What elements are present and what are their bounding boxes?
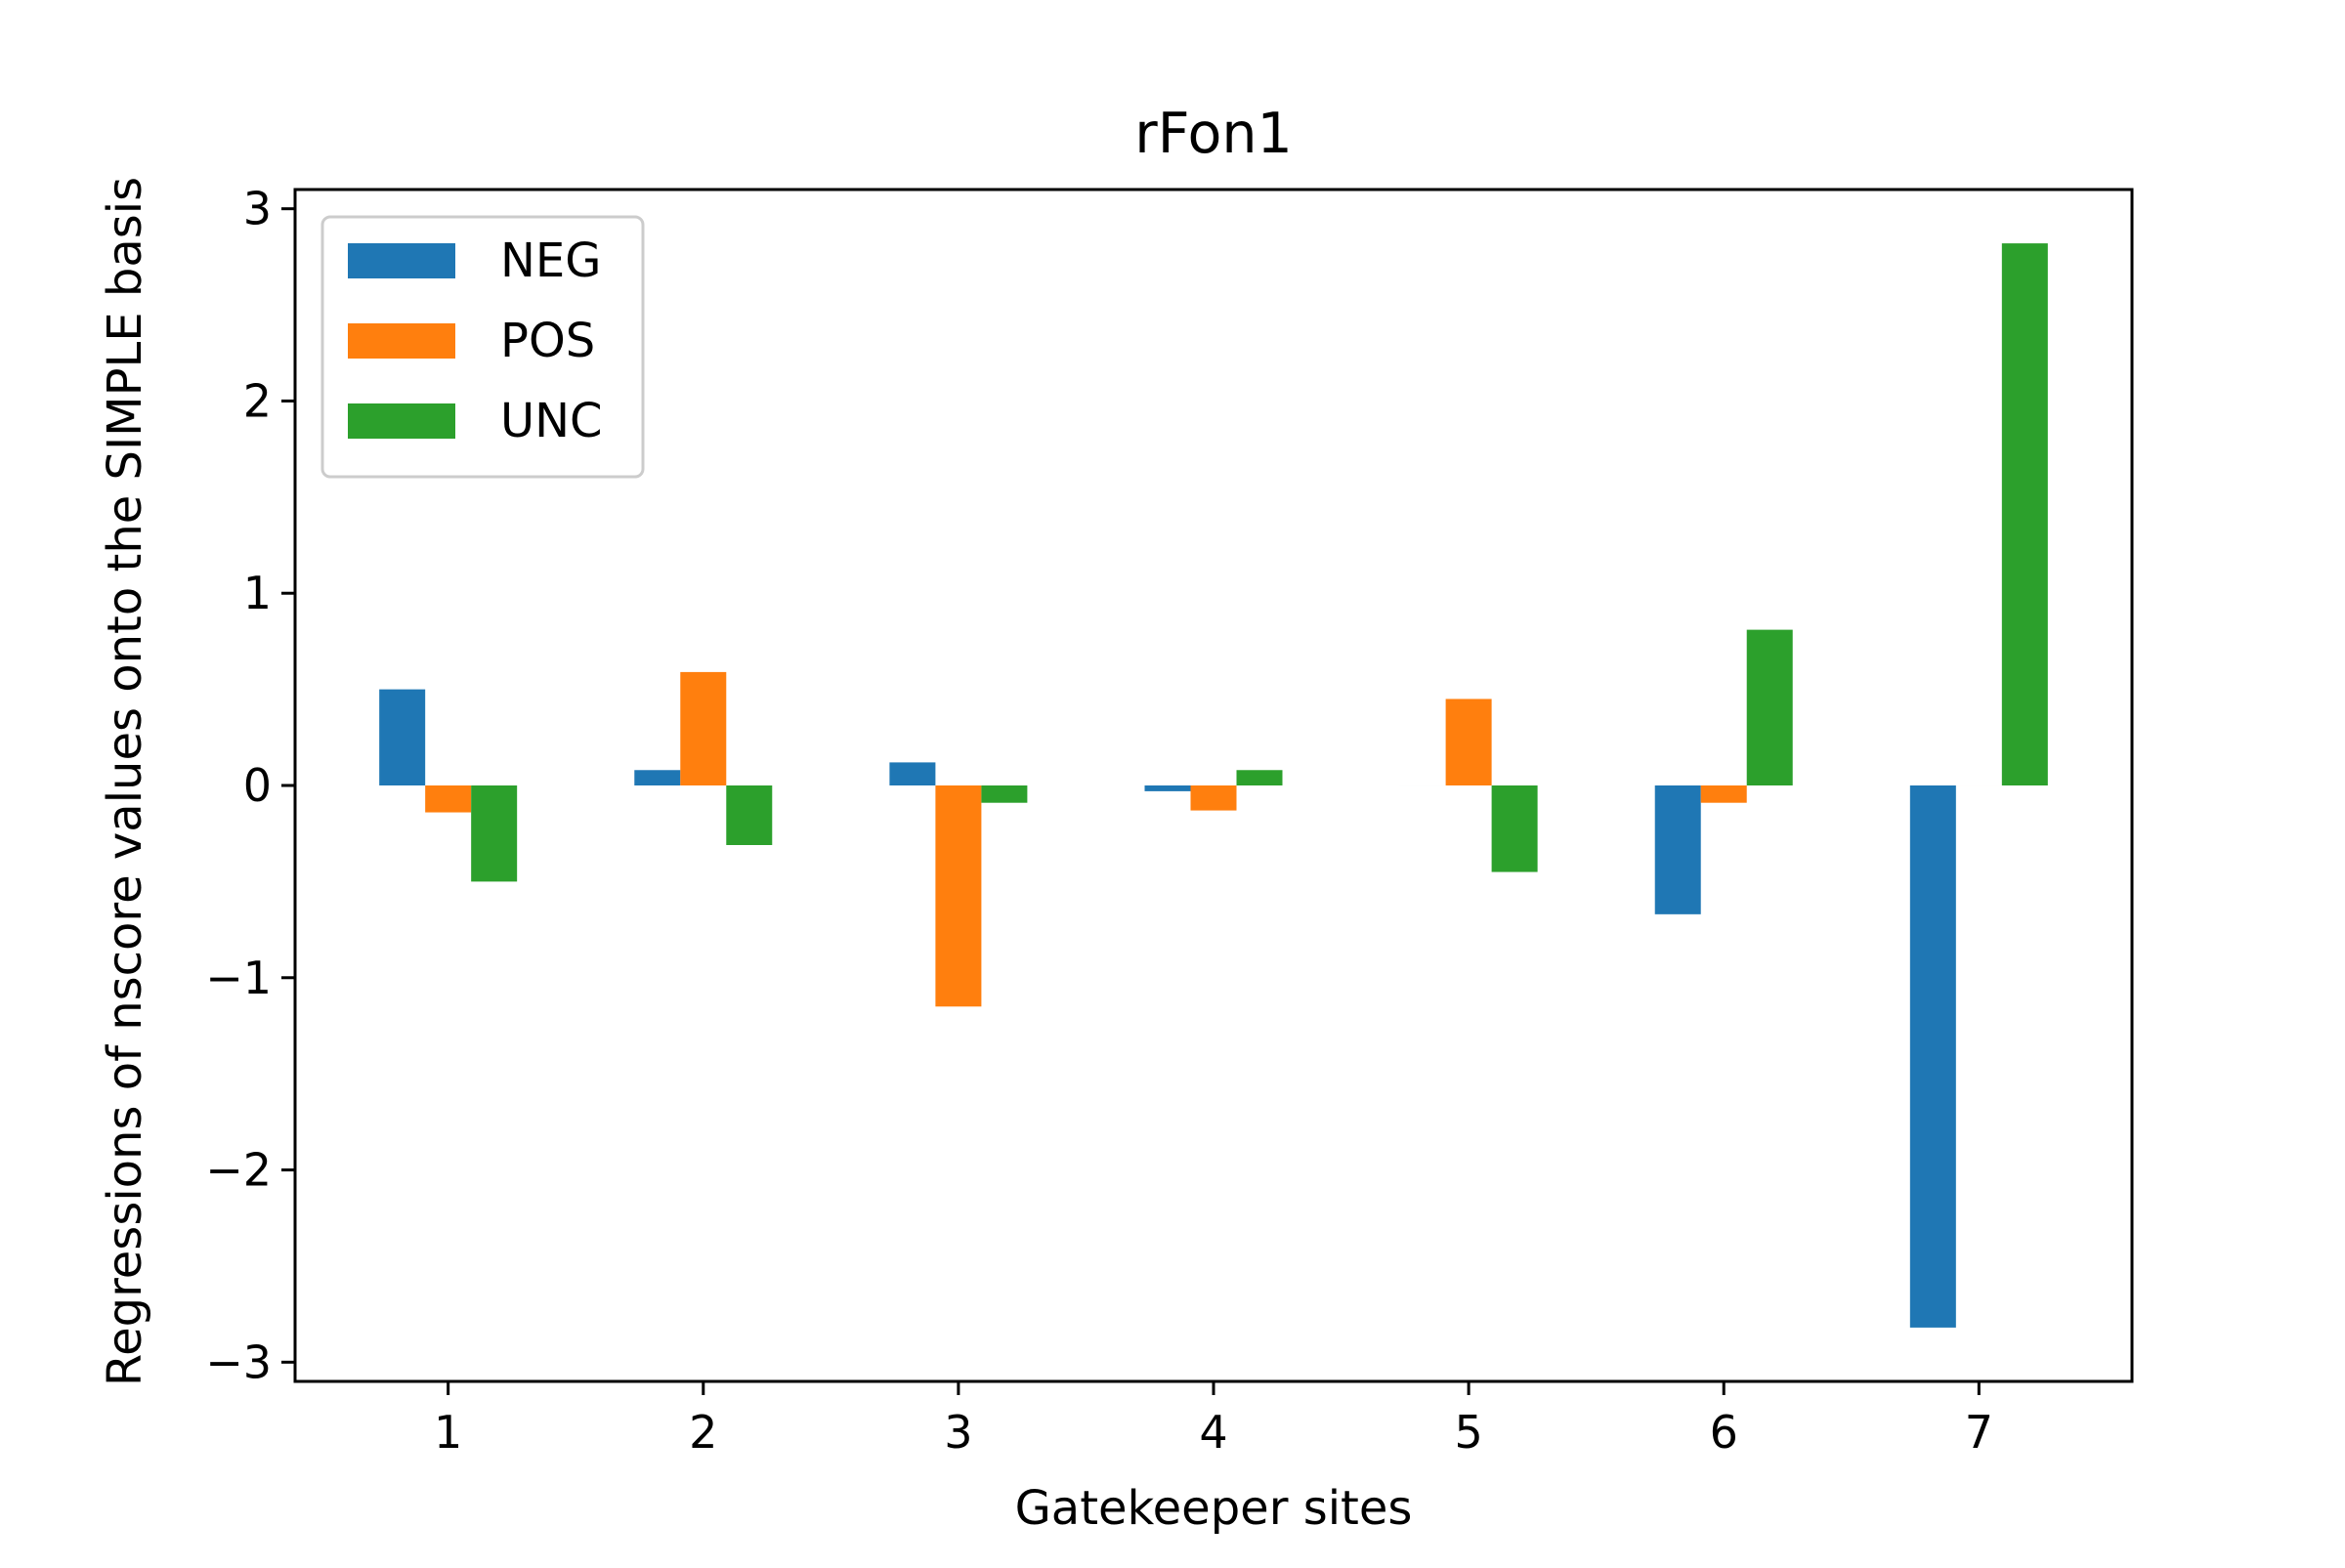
- legend-label-neg: NEG: [500, 233, 601, 288]
- bar-unc-5: [1492, 785, 1538, 872]
- x-tick-label: 7: [1965, 1406, 1993, 1459]
- bar-pos-1: [425, 785, 471, 813]
- bar-unc-2: [726, 785, 772, 845]
- y-tick-label: 0: [243, 759, 272, 812]
- y-tick-label: −1: [205, 952, 272, 1004]
- bar-unc-1: [471, 785, 517, 881]
- bar-pos-2: [680, 672, 726, 785]
- x-tick-label: 4: [1199, 1406, 1227, 1459]
- bar-neg-4: [1145, 785, 1191, 791]
- bar-neg-2: [634, 770, 680, 785]
- y-axis-title: Regressions of nscore values onto the SI…: [98, 177, 152, 1386]
- legend: NEG POS UNC: [322, 217, 643, 477]
- y-tick-label: −2: [205, 1144, 272, 1197]
- bar-pos-3: [935, 785, 981, 1006]
- x-tick-label: 6: [1710, 1406, 1738, 1459]
- bar-pos-4: [1191, 785, 1237, 811]
- bar-pos-5: [1446, 699, 1492, 785]
- bar-unc-4: [1237, 770, 1283, 785]
- bar-neg-3: [889, 762, 935, 785]
- legend-swatch-unc: [348, 403, 455, 439]
- x-tick-label: 5: [1454, 1406, 1482, 1459]
- bar-unc-7: [2002, 243, 2048, 785]
- bar-neg-6: [1655, 785, 1701, 914]
- bar-unc-6: [1747, 630, 1793, 785]
- x-axis-title: Gatekeeper sites: [1015, 1481, 1413, 1536]
- y-tick-label: −3: [205, 1335, 272, 1388]
- legend-label-unc: UNC: [500, 394, 603, 448]
- legend-swatch-neg: [348, 243, 455, 278]
- chart-title: rFon1: [1134, 102, 1292, 166]
- legend-label-pos: POS: [500, 314, 595, 368]
- y-tick-label: 3: [243, 183, 272, 235]
- y-tick-label: 2: [243, 374, 272, 427]
- bar-neg-1: [379, 690, 425, 785]
- bar-neg-7: [1910, 785, 1956, 1328]
- x-tick-label: 2: [689, 1406, 717, 1459]
- bar-unc-3: [981, 785, 1027, 803]
- y-tick-label: 1: [243, 567, 272, 619]
- legend-swatch-pos: [348, 323, 455, 359]
- bar-pos-6: [1701, 785, 1747, 803]
- x-tick-label: 1: [434, 1406, 462, 1459]
- x-tick-label: 3: [944, 1406, 972, 1459]
